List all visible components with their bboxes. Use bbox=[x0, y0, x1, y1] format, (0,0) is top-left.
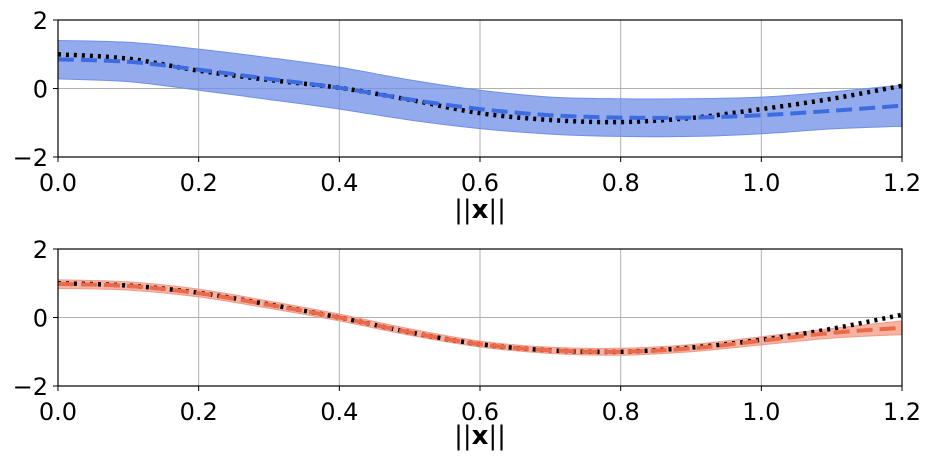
mean-prediction-line bbox=[58, 281, 902, 354]
x-axis-label-part: || bbox=[488, 421, 506, 451]
y-tick-label: 0 bbox=[33, 76, 48, 104]
y-tick-label: 2 bbox=[33, 7, 48, 35]
true-function-line bbox=[58, 52, 902, 125]
x-axis-label-part: || bbox=[454, 421, 472, 451]
x-axis-label: ||x|| bbox=[454, 421, 506, 451]
top-panel: 0.0 0.2 0.4 0.6 0.8 1.0 1.2 −2 0 2 ||x|| bbox=[13, 7, 921, 225]
x-tick-label: 0.4 bbox=[320, 398, 358, 426]
uncertainty-band bbox=[58, 39, 902, 138]
x-tick-label: 0.4 bbox=[320, 169, 358, 197]
x-tick-label: 1.0 bbox=[742, 398, 780, 426]
y-tick-label: 0 bbox=[33, 305, 48, 333]
x-tick-label: 0.0 bbox=[39, 169, 77, 197]
y-tick-label: −2 bbox=[13, 373, 48, 401]
x-tick-label: 0.6 bbox=[461, 169, 499, 197]
mean-prediction-line bbox=[58, 57, 902, 120]
x-tick-label: 0.0 bbox=[39, 398, 77, 426]
x-tick-label: 0.8 bbox=[602, 398, 640, 426]
x-axis-label-part: x bbox=[472, 195, 489, 225]
bottom-panel: 0.0 0.2 0.4 0.6 0.8 1.0 1.2 −2 0 2 ||x|| bbox=[13, 236, 921, 451]
y-tick-label: 2 bbox=[33, 236, 48, 264]
plot-area bbox=[58, 279, 902, 356]
x-axis-label-part: x bbox=[472, 421, 489, 451]
x-tick-label: 1.2 bbox=[883, 169, 921, 197]
plot-area bbox=[58, 39, 902, 138]
x-axis-label: ||x|| bbox=[454, 195, 506, 225]
x-tick-label: 0.2 bbox=[180, 169, 218, 197]
x-tick-label: 0.6 bbox=[461, 398, 499, 426]
x-axis-label-part: || bbox=[454, 195, 472, 225]
x-tick-label: 1.0 bbox=[742, 169, 780, 197]
y-tick-label: −2 bbox=[13, 144, 48, 172]
x-tick-label: 0.8 bbox=[602, 169, 640, 197]
x-tick-label: 1.2 bbox=[883, 398, 921, 426]
x-tick-label: 0.2 bbox=[180, 398, 218, 426]
x-axis-label-part: || bbox=[488, 195, 506, 225]
